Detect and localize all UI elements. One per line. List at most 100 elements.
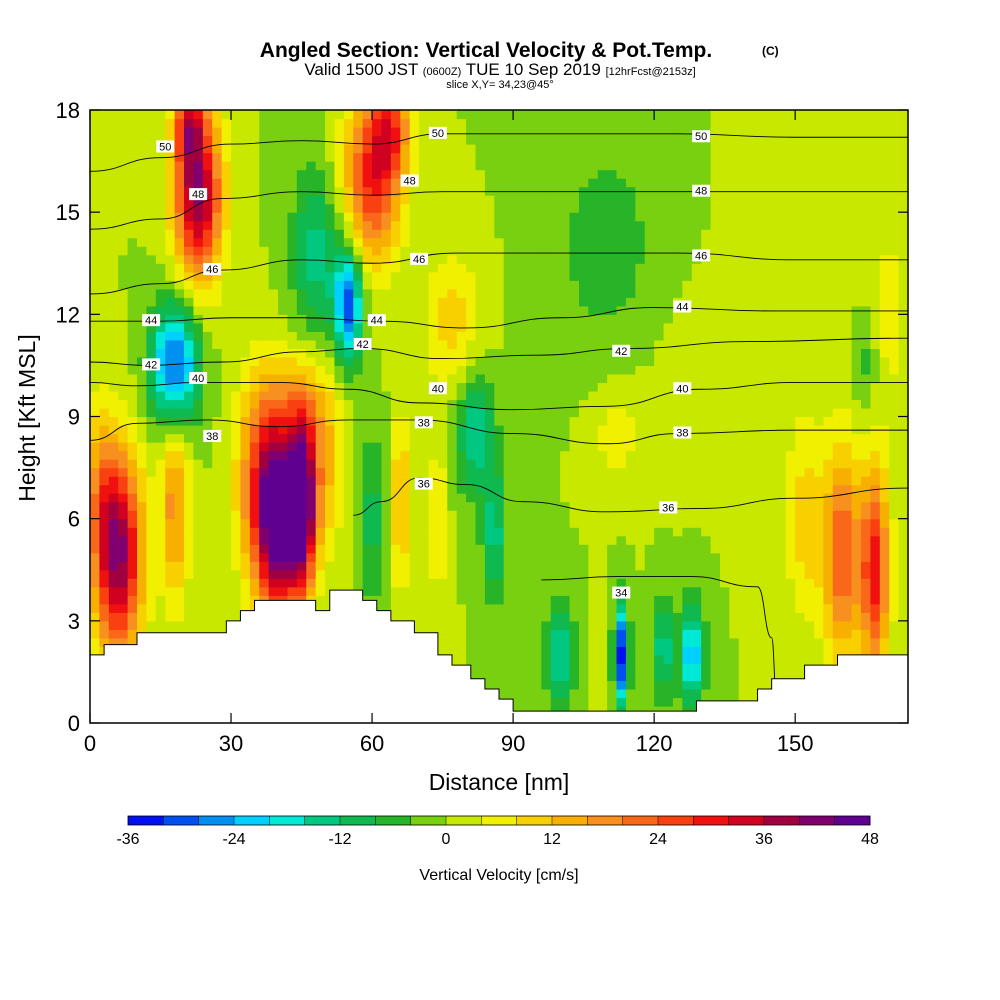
field-cell	[616, 561, 627, 571]
field-cell	[766, 348, 777, 358]
field-cell	[578, 425, 589, 435]
field-cell	[578, 527, 589, 537]
field-cell	[766, 407, 777, 418]
field-cell	[381, 356, 392, 367]
field-cell	[719, 680, 730, 690]
field-cell	[757, 586, 768, 596]
field-cell	[306, 365, 317, 375]
field-cell	[278, 569, 289, 579]
field-cell	[795, 416, 806, 426]
field-cell	[381, 271, 392, 281]
field-cell	[456, 263, 467, 273]
field-cell	[484, 544, 495, 554]
field-cell	[193, 271, 204, 281]
field-cell	[691, 612, 702, 622]
field-cell	[889, 527, 900, 537]
field-cell	[184, 493, 195, 503]
field-cell	[184, 501, 195, 511]
field-cell	[578, 305, 589, 315]
field-cell	[644, 390, 655, 401]
field-cell	[889, 407, 900, 418]
field-cell	[202, 544, 213, 554]
field-cell	[522, 425, 533, 435]
field-cell	[701, 688, 712, 699]
field-cell	[795, 280, 806, 290]
field-cell	[381, 416, 392, 426]
field-cell	[889, 433, 900, 443]
field-cell	[635, 237, 646, 247]
field-cell	[898, 305, 908, 315]
field-cell	[597, 297, 608, 307]
field-cell	[560, 680, 571, 690]
field-cell	[682, 697, 693, 707]
field-cell	[146, 552, 157, 562]
field-cell	[137, 305, 148, 315]
field-cell	[419, 552, 430, 562]
field-cell	[400, 476, 411, 486]
field-cell	[889, 416, 900, 426]
field-cell	[569, 595, 580, 605]
field-cell	[259, 237, 270, 247]
field-cell	[691, 544, 702, 554]
field-cell	[851, 416, 862, 426]
field-cell	[560, 637, 571, 647]
field-cell	[306, 510, 317, 520]
field-cell	[588, 390, 599, 401]
field-cell	[644, 603, 655, 613]
field-cell	[99, 416, 110, 426]
field-cell	[90, 595, 100, 605]
field-cell	[466, 450, 477, 460]
field-cell	[99, 552, 110, 562]
field-cell	[475, 314, 486, 324]
field-cell	[428, 510, 439, 520]
field-cell	[259, 356, 270, 367]
field-cell	[588, 544, 599, 554]
field-cell	[278, 263, 289, 273]
field-cell	[503, 620, 514, 630]
field-cell	[447, 425, 458, 435]
field-cell	[240, 450, 251, 460]
field-cell	[221, 518, 232, 528]
field-cell	[428, 348, 439, 358]
field-cell	[663, 561, 674, 571]
field-cell	[522, 467, 533, 477]
field-cell	[174, 561, 185, 571]
field-cell	[682, 518, 693, 528]
field-cell	[437, 561, 448, 571]
field-cell	[889, 390, 900, 401]
field-cell	[165, 518, 176, 528]
field-cell	[616, 578, 627, 588]
field-cell	[625, 688, 636, 699]
field-cell	[184, 297, 195, 307]
field-cell	[889, 356, 900, 367]
field-cell	[663, 373, 674, 384]
field-cell	[193, 288, 204, 298]
field-cell	[682, 646, 693, 656]
field-cell	[90, 246, 100, 256]
field-cell	[625, 271, 636, 281]
field-cell	[813, 569, 824, 579]
field-cell	[419, 305, 430, 315]
field-cell	[343, 433, 354, 443]
field-cell	[616, 705, 627, 712]
field-cell	[419, 297, 430, 307]
field-cell	[456, 348, 467, 358]
field-cell	[146, 246, 157, 256]
field-cell	[146, 442, 157, 452]
field-cell	[748, 297, 759, 307]
field-cell	[766, 425, 777, 435]
field-cell	[851, 603, 862, 613]
field-cell	[193, 280, 204, 290]
field-cell	[813, 595, 824, 605]
field-cell	[738, 297, 749, 307]
field-cell	[541, 595, 552, 605]
field-cell	[475, 254, 486, 264]
field-cell	[137, 484, 148, 494]
field-cell	[165, 314, 176, 324]
field-cell	[381, 569, 392, 579]
field-cell	[569, 629, 580, 639]
field-cell	[325, 476, 336, 486]
field-cell	[494, 459, 505, 469]
field-cell	[738, 535, 749, 545]
field-cell	[447, 331, 458, 341]
